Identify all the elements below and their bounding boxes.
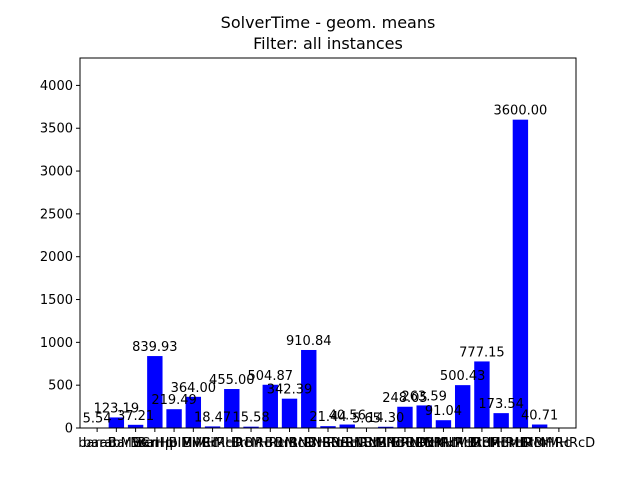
data-label: 37.21 xyxy=(117,409,154,424)
x-tick-label: BrRNBHRc xyxy=(275,436,343,451)
bar xyxy=(320,426,336,428)
data-label: 263.59 xyxy=(401,389,447,404)
y-tick-label: 4000 xyxy=(40,79,73,94)
x-tick-label: MBrHRc xyxy=(456,436,507,451)
bar xyxy=(493,413,509,428)
x-tick-label: BrRNBlHRcD xyxy=(345,436,427,451)
bar xyxy=(127,424,144,428)
x-tick-label: MBrHRcD xyxy=(470,436,531,451)
bar xyxy=(416,405,432,428)
x-tick-label: BRNMHRcD xyxy=(406,436,481,451)
y-tick-label: 500 xyxy=(48,379,73,394)
x-tick-label: BrRNBHRcM xyxy=(308,436,387,451)
x-tick-label: BrRNBlHRcM xyxy=(364,436,447,451)
data-label: 248.05 xyxy=(382,391,428,406)
x-tick-label: BiMHRcM xyxy=(201,436,262,451)
data-label: 5.65 xyxy=(352,412,381,427)
data-label: 18.47 xyxy=(194,410,231,425)
data-label: 173.54 xyxy=(478,397,524,412)
bar xyxy=(108,417,125,428)
bar xyxy=(224,389,240,428)
bar xyxy=(147,356,163,428)
data-label: 777.15 xyxy=(459,345,505,360)
x-tick-label: BrHRc xyxy=(231,436,271,451)
x-tick-label: BRNMHRcM xyxy=(425,436,501,451)
x-tick-label: BrHRcD xyxy=(264,436,314,451)
x-tick-label: BrHRcM xyxy=(245,436,296,451)
data-label: 5.54 xyxy=(83,412,112,427)
x-tick-labels: barabbarabMVCBarBrcnlBarHplBarHplMVCBiMH… xyxy=(78,428,595,451)
plot-frame xyxy=(79,57,577,429)
data-label: 504.87 xyxy=(248,369,294,384)
x-tick-label: MBrMHRcD xyxy=(523,436,596,451)
data-label: 3600.00 xyxy=(494,104,548,119)
bar xyxy=(474,361,490,428)
y-tick-label: 1000 xyxy=(40,336,73,351)
bar xyxy=(512,119,529,429)
y-tick-label: 3000 xyxy=(40,165,73,180)
x-tick-label: barab xyxy=(78,436,116,451)
x-tick-label: BiMHRcD xyxy=(183,436,243,451)
data-label: 15.58 xyxy=(232,411,269,426)
x-tick-label: BrRNBlHRc xyxy=(331,436,403,451)
y-tick-label: 2000 xyxy=(40,250,73,265)
y-tick-label: 3500 xyxy=(40,122,73,137)
bars-group xyxy=(89,119,548,429)
bar xyxy=(397,406,413,428)
bar xyxy=(531,424,548,428)
bar xyxy=(185,396,202,428)
bar xyxy=(166,409,182,428)
y-tick-labels: 0 500 1000 1500 2000 2500 3000 3500 4000 xyxy=(40,79,80,437)
bar xyxy=(204,426,221,428)
data-label: 219.49 xyxy=(151,393,197,408)
chart-subtitle: Filter: all instances xyxy=(253,34,403,53)
bar xyxy=(281,398,298,428)
bar xyxy=(435,420,452,428)
bar xyxy=(378,426,394,428)
data-label: 21.44 xyxy=(309,410,346,425)
y-tick-label: 2500 xyxy=(40,207,73,222)
data-label: 342.39 xyxy=(267,383,313,398)
bar xyxy=(301,349,317,428)
data-label: 455.00 xyxy=(209,373,255,388)
data-label: 364.00 xyxy=(171,381,217,396)
x-tick-label: barabMVC xyxy=(83,436,150,451)
x-tick-label: BRNMHRc xyxy=(392,436,457,451)
x-tick-label: BarHplMVC xyxy=(138,436,211,451)
x-tick-label: BarBrcnl xyxy=(108,436,163,451)
data-label: 500.43 xyxy=(440,369,486,384)
bar xyxy=(243,426,259,428)
x-tick-label: BarHpl xyxy=(133,436,177,451)
data-label: 14.30 xyxy=(367,411,404,426)
x-tick-label: MBrMHRc xyxy=(508,436,571,451)
x-tick-label: BiMHRc xyxy=(168,436,218,451)
data-label: 91.04 xyxy=(425,404,462,419)
x-tick-label: BrRNBHRcD xyxy=(289,436,367,451)
data-label: 839.93 xyxy=(132,340,178,355)
bar xyxy=(339,424,355,428)
data-label: 910.84 xyxy=(286,334,332,349)
chart-title: SolverTime - geom. means xyxy=(221,13,436,32)
x-tick-label: MBrHRcM xyxy=(489,436,552,451)
data-label: 40.56 xyxy=(329,409,366,424)
y-tick-label: 0 xyxy=(65,422,73,437)
data-label: 123.19 xyxy=(94,401,140,416)
bar xyxy=(454,385,471,428)
y-tick-label: 1500 xyxy=(40,293,73,308)
data-label: 40.71 xyxy=(521,409,558,424)
bar xyxy=(262,384,278,428)
